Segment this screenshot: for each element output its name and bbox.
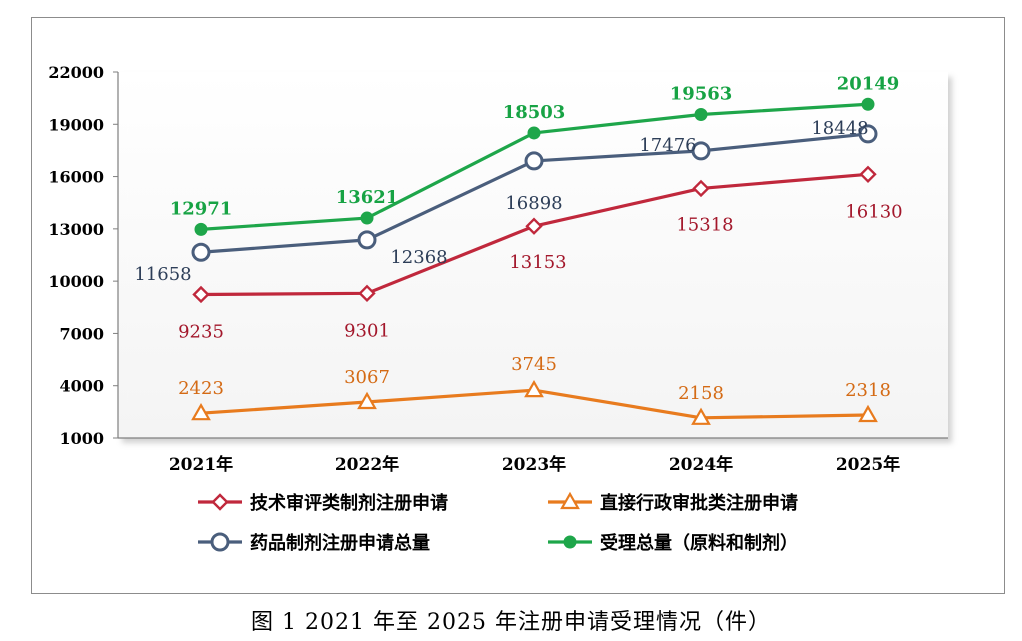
- x-tick-label: 2022年: [335, 454, 399, 475]
- legend-label: 药品制剂注册申请总量: [250, 532, 430, 554]
- y-tick-label: 13000: [48, 220, 104, 239]
- data-point-s4: [861, 97, 875, 111]
- x-tick-label: 2025年: [836, 454, 900, 475]
- data-label: 2423: [178, 378, 224, 399]
- x-tick-label: 2024年: [669, 454, 733, 475]
- data-point-s2: [691, 407, 711, 425]
- data-point-s3: [858, 124, 878, 144]
- data-label: 15318: [676, 214, 733, 235]
- data-point-s1: [692, 179, 710, 198]
- y-tick-label: 22000: [48, 63, 104, 82]
- legend-marker: [560, 491, 580, 510]
- data-label: 18503: [503, 102, 566, 123]
- legend-label: 技术审评类制剂注册申请: [250, 492, 448, 514]
- data-label: 11658: [134, 264, 191, 285]
- data-point-s3: [691, 141, 711, 161]
- data-point-s1: [192, 285, 210, 304]
- y-tick-label: 10000: [48, 272, 104, 291]
- data-point-s1: [525, 217, 543, 235]
- data-point-s4: [527, 126, 541, 140]
- data-label: 19563: [670, 83, 733, 104]
- data-label: 3745: [511, 354, 557, 375]
- y-tick-label: 19000: [48, 115, 104, 134]
- data-label: 2158: [678, 383, 724, 404]
- data-label: 13153: [509, 252, 566, 273]
- legend-item-2: 直接行政审批类注册申请: [548, 491, 798, 514]
- x-tick-label: 2021年: [169, 454, 233, 475]
- legend-item-3: 药品制剂注册申请总量: [198, 532, 430, 554]
- legend-label: 直接行政审批类注册申请: [600, 492, 798, 514]
- legend-marker: [211, 493, 229, 511]
- line-chart: 1000 4000 7000 10000 13000 16000 19000 22000 202…: [48, 63, 948, 554]
- data-point-s1: [358, 284, 376, 303]
- data-point-s3: [524, 151, 544, 171]
- data-label: 12368: [390, 247, 447, 268]
- y-tick-label: 7000: [59, 324, 104, 343]
- y-tick-label: 1000: [59, 429, 104, 448]
- data-point-s2: [524, 379, 544, 398]
- y-tick-label: 4000: [59, 377, 104, 396]
- data-point-s3: [191, 242, 211, 262]
- legend-label: 受理总量（原料和制剂）: [600, 532, 798, 554]
- data-label: 16130: [845, 201, 902, 222]
- data-label: 12971: [170, 198, 233, 219]
- legend-item-1: 技术审评类制剂注册申请: [198, 492, 448, 514]
- legend-marker: [563, 535, 577, 549]
- data-point-s4: [194, 222, 208, 236]
- data-label: 18448: [811, 118, 868, 139]
- data-label: 9301: [344, 320, 390, 341]
- data-label: 13621: [336, 187, 399, 208]
- data-label: 16898: [505, 193, 562, 214]
- data-label: 2318: [845, 380, 891, 401]
- data-point-s4: [694, 107, 708, 121]
- data-point-s2: [357, 391, 377, 410]
- data-point-s3: [357, 230, 377, 250]
- y-tick-label: 16000: [48, 168, 104, 187]
- data-label: 3067: [344, 367, 390, 388]
- data-point-s1: [859, 165, 877, 184]
- x-tick-label: 2023年: [502, 454, 566, 475]
- data-point-s2: [191, 402, 211, 421]
- legend-item-4: 受理总量（原料和制剂）: [548, 532, 798, 554]
- data-point-s4: [360, 211, 374, 225]
- data-label: 17476: [639, 135, 696, 156]
- data-point-s2: [858, 404, 878, 423]
- legend-marker: [210, 532, 230, 552]
- data-label: 9235: [178, 321, 224, 342]
- figure-caption: 图 1 2021 年至 2025 年注册申请受理情况（件）: [251, 610, 771, 635]
- data-label: 20149: [837, 73, 900, 94]
